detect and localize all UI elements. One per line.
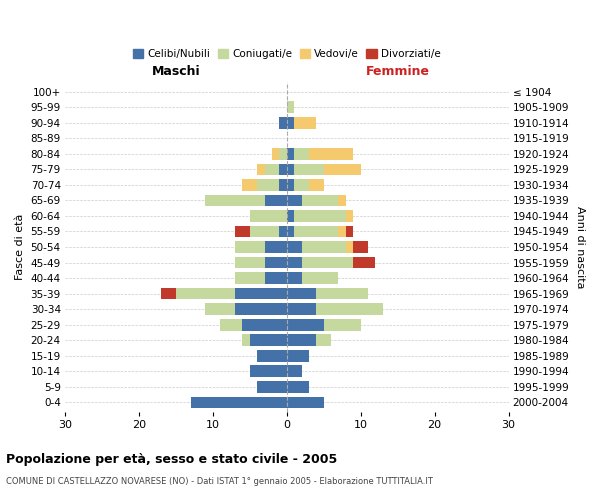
Text: Femmine: Femmine [365, 64, 430, 78]
Bar [235, 241, 265, 253]
Bar [302, 272, 338, 284]
Bar [346, 241, 353, 253]
Bar [235, 256, 265, 268]
Bar [287, 272, 302, 284]
Bar [294, 148, 309, 160]
Bar [287, 319, 324, 330]
Bar [287, 210, 294, 222]
Bar [324, 164, 361, 175]
Bar [257, 164, 265, 175]
Bar [287, 381, 309, 392]
Bar [287, 164, 294, 175]
Bar [287, 334, 316, 346]
Bar [287, 102, 294, 113]
Bar [280, 179, 287, 190]
Bar [250, 226, 280, 237]
Bar [287, 366, 302, 377]
Bar [302, 241, 346, 253]
Bar [287, 179, 294, 190]
Bar [257, 381, 287, 392]
Bar [191, 396, 287, 408]
Bar [287, 117, 294, 128]
Bar [316, 288, 368, 300]
Bar [294, 164, 324, 175]
Bar [294, 226, 338, 237]
Bar [235, 226, 250, 237]
Bar [294, 179, 309, 190]
Bar [353, 241, 368, 253]
Bar [235, 304, 287, 315]
Text: Maschi: Maschi [152, 64, 200, 78]
Text: COMUNE DI CASTELLAZZO NOVARESE (NO) - Dati ISTAT 1° gennaio 2005 - Elaborazione : COMUNE DI CASTELLAZZO NOVARESE (NO) - Da… [6, 478, 433, 486]
Bar [338, 226, 346, 237]
Bar [338, 194, 346, 206]
Bar [250, 210, 287, 222]
Bar [287, 396, 324, 408]
Bar [287, 226, 294, 237]
Bar [294, 210, 346, 222]
Bar [265, 194, 287, 206]
Bar [280, 117, 287, 128]
Bar [235, 272, 265, 284]
Bar [265, 241, 287, 253]
Bar [309, 148, 353, 160]
Bar [205, 194, 265, 206]
Bar [287, 194, 302, 206]
Y-axis label: Anni di nascita: Anni di nascita [575, 206, 585, 288]
Bar [287, 304, 316, 315]
Bar [280, 148, 287, 160]
Bar [265, 164, 280, 175]
Bar [257, 179, 280, 190]
Bar [242, 179, 257, 190]
Text: Popolazione per età, sesso e stato civile - 2005: Popolazione per età, sesso e stato civil… [6, 452, 337, 466]
Bar [316, 334, 331, 346]
Bar [287, 350, 309, 362]
Bar [242, 334, 250, 346]
Bar [346, 226, 353, 237]
Bar [353, 256, 376, 268]
Bar [242, 319, 287, 330]
Bar [250, 366, 287, 377]
Bar [294, 117, 316, 128]
Bar [324, 319, 361, 330]
Bar [302, 256, 353, 268]
Bar [287, 256, 302, 268]
Bar [280, 226, 287, 237]
Bar [220, 319, 242, 330]
Bar [309, 179, 324, 190]
Bar [316, 304, 383, 315]
Bar [265, 272, 287, 284]
Bar [235, 288, 287, 300]
Bar [272, 148, 280, 160]
Bar [176, 288, 235, 300]
Y-axis label: Fasce di età: Fasce di età [15, 214, 25, 280]
Bar [287, 241, 302, 253]
Legend: Celibi/Nubili, Coniugati/e, Vedovi/e, Divorziati/e: Celibi/Nubili, Coniugati/e, Vedovi/e, Di… [129, 44, 445, 63]
Bar [346, 210, 353, 222]
Bar [265, 256, 287, 268]
Bar [250, 334, 287, 346]
Bar [287, 288, 316, 300]
Bar [287, 148, 294, 160]
Bar [280, 164, 287, 175]
Bar [205, 304, 235, 315]
Bar [257, 350, 287, 362]
Bar [161, 288, 176, 300]
Bar [302, 194, 338, 206]
